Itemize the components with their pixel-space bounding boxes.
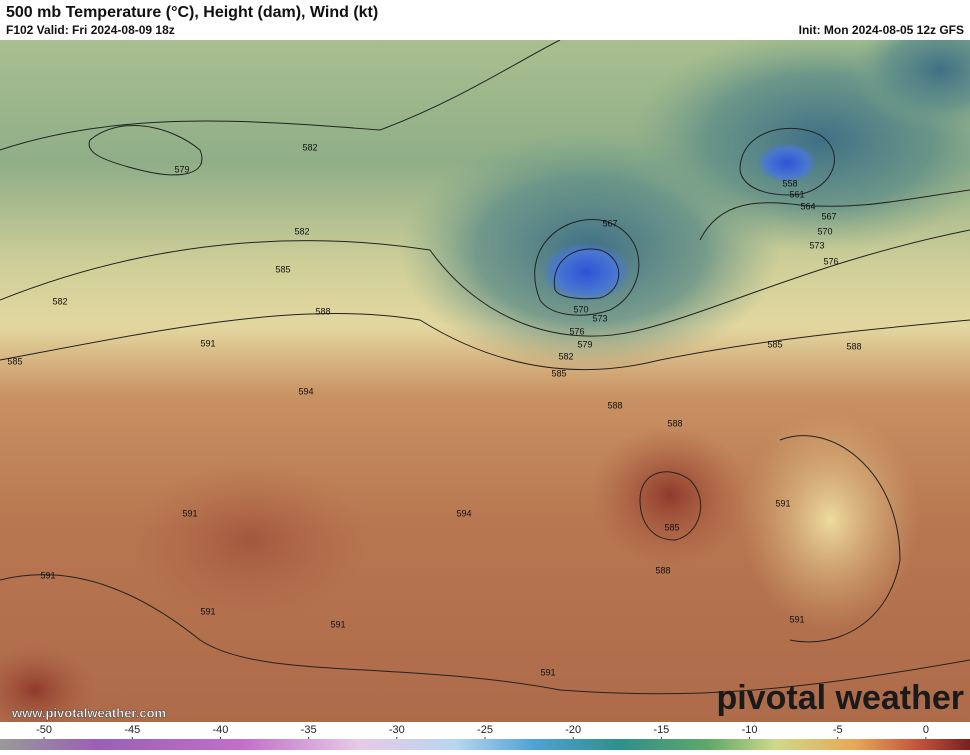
website: www.pivotalweather.com — [11, 705, 166, 720]
contour-label: 591 — [200, 606, 215, 616]
colorbar-tick-label: -40 — [213, 724, 229, 736]
contour-label: 579 — [174, 164, 189, 174]
colorbar-tick-label: -5 — [833, 724, 843, 736]
warm-core — [590, 425, 750, 565]
contour-label: 588 — [667, 418, 682, 428]
contour-label: 588 — [607, 400, 622, 410]
low-shading — [850, 40, 970, 130]
map-area — [0, 40, 970, 722]
cold-core — [757, 143, 817, 183]
colorbar-tick-label: -30 — [389, 724, 405, 736]
colorbar-tick-label: 0 — [923, 724, 929, 736]
contour-label: 558 — [782, 178, 797, 188]
contour-label: 585 — [664, 522, 679, 532]
contour-label: 582 — [52, 296, 67, 306]
warm-pale — [740, 410, 920, 630]
map-title: 500 mb Temperature (°C), Height (dam), W… — [6, 4, 378, 21]
contour-label: 567 — [602, 218, 617, 228]
contour-label: 561 — [789, 189, 804, 199]
contour-label: 585 — [767, 339, 782, 349]
contour-label: 591 — [775, 498, 790, 508]
contour-label: 591 — [182, 508, 197, 518]
contour-label: 576 — [823, 256, 838, 266]
cold-core — [542, 242, 630, 302]
contour-label: 582 — [294, 226, 309, 236]
colorbar-tick-label: -35 — [301, 724, 317, 736]
contour-label: 591 — [200, 338, 215, 348]
contour-label: 570 — [817, 226, 832, 236]
contour-label: 570 — [573, 304, 588, 314]
contour-label: 588 — [846, 341, 861, 351]
contour-label: 585 — [7, 356, 22, 366]
contour-label: 585 — [551, 368, 566, 378]
colorbar-tick-label: -45 — [124, 724, 140, 736]
colorbar-tick-label: -10 — [742, 724, 758, 736]
init-time: Init: Mon 2024-08-05 12z GFS — [799, 23, 964, 37]
contour-label: 573 — [592, 313, 607, 323]
colorbar-tick-label: -15 — [653, 724, 669, 736]
contour-label: 582 — [302, 142, 317, 152]
contour-label: 582 — [558, 351, 573, 361]
contour-label: 576 — [569, 326, 584, 336]
contour-label: 591 — [789, 614, 804, 624]
contour-label: 594 — [298, 386, 313, 396]
contour-label: 594 — [456, 508, 471, 518]
colorbar-tick-label: -50 — [36, 724, 52, 736]
colorbar-tick-label: -25 — [477, 724, 493, 736]
contour-label: 591 — [540, 667, 555, 677]
contour-label: 585 — [275, 264, 290, 274]
colorbar — [0, 739, 970, 750]
contour-label: 564 — [800, 201, 815, 211]
watermark: pivotal weather — [716, 679, 964, 717]
contour-label: 591 — [330, 619, 345, 629]
height-contours — [0, 40, 970, 695]
colorbar-tick-label: -20 — [565, 724, 581, 736]
contour-label: 567 — [821, 211, 836, 221]
contour-label: 588 — [655, 565, 670, 575]
contour-label: 573 — [809, 240, 824, 250]
contour-label: 591 — [40, 570, 55, 580]
warm-core — [130, 460, 370, 620]
valid-time: F102 Valid: Fri 2024-08-09 18z — [6, 23, 175, 37]
warm-core — [0, 645, 95, 722]
contour-label: 588 — [315, 306, 330, 316]
contour-label: 579 — [577, 339, 592, 349]
